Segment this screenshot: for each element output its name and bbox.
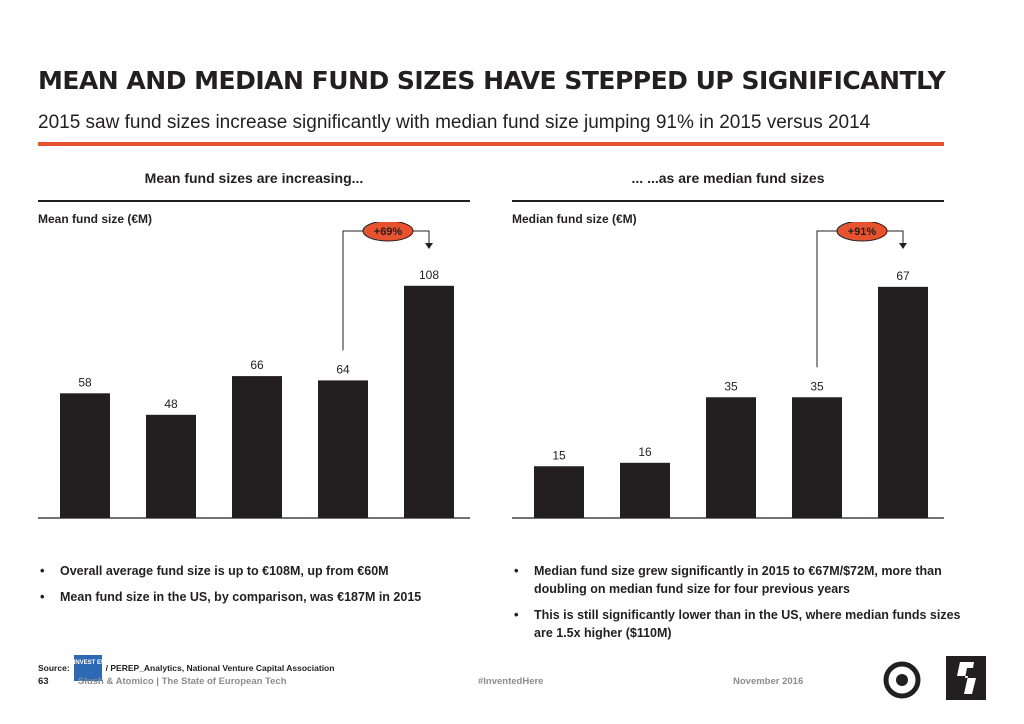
page-title: MEAN AND MEDIAN FUND SIZES HAVE STEPPED …: [38, 66, 946, 95]
source-line: Source: INVEST EUROPE / PEREP_Analytics,…: [38, 655, 334, 681]
median-panel: ... ...as are median fund sizes Median f…: [512, 170, 944, 530]
mean-axis-label: Mean fund size (€M): [38, 212, 153, 226]
mean-fund-size-chart: 58 2011 48 2012 66 2013 64 2014 108 2015 +69%: [38, 222, 470, 530]
atomico-logo-icon: [883, 661, 921, 699]
tick-label-2015: 2015: [416, 529, 443, 530]
mean-heading-rule: [38, 200, 470, 202]
data-label-2015: 67: [896, 269, 910, 283]
source-text: / PEREP_Analytics, National Venture Capi…: [105, 663, 335, 673]
bar-2015: [878, 286, 928, 518]
growth-badge: [836, 222, 888, 242]
tick-label-2014: 2014: [804, 529, 831, 530]
footer-hashtag: #InventedHere: [478, 676, 544, 687]
bar-2013: [232, 376, 282, 518]
invest-europe-logo: INVEST EUROPE: [73, 655, 122, 681]
bullet-text: Overall average fund size is up to €108M…: [60, 564, 389, 578]
bar-2013: [706, 397, 756, 518]
tick-label-2012: 2012: [158, 529, 185, 530]
bullet-item: • Median fund size grew significantly in …: [514, 563, 942, 596]
page-subtitle: 2015 saw fund sizes increase significant…: [38, 112, 871, 133]
data-label-2014: 35: [810, 379, 824, 393]
bullet-item: • Overall average fund size is up to €108…: [40, 563, 389, 578]
bar-2015: [404, 285, 454, 518]
bullet-item: • This is still significantly lower than …: [514, 607, 961, 640]
growth-arrow-icon: [425, 243, 433, 249]
data-label-2014: 64: [336, 362, 350, 376]
footer-date: November 2016: [733, 676, 804, 687]
bullet-text: This is still significantly lower than i…: [534, 608, 961, 640]
growth-badge-label: +69%: [374, 226, 403, 238]
bullet-text: Median fund size grew significantly in 2…: [534, 564, 942, 596]
tick-label-2015: 2015: [890, 529, 917, 530]
data-label-2011: 58: [78, 375, 92, 389]
growth-badge: [362, 222, 414, 242]
tick-label-2011: 2011: [72, 529, 98, 530]
tick-label-2012: 2012: [632, 529, 659, 530]
bar-2012: [146, 414, 196, 518]
growth-arrow-icon: [899, 243, 907, 249]
median-fund-size-chart: 15 2011 16 2012 35 2013 35 2014 67 2015 +91%: [512, 222, 944, 530]
data-label-2015: 108: [419, 268, 439, 282]
bar-2014: [318, 380, 368, 518]
median-bullet-list: • Median fund size grew significantly in …: [512, 562, 962, 650]
growth-badge-label: +91%: [848, 226, 877, 238]
bullet-text: Mean fund size in the US, by comparison,…: [60, 590, 422, 604]
tick-label-2011: 2011: [546, 529, 572, 530]
slush-logo-icon: [946, 656, 986, 700]
bar-2011: [60, 393, 110, 518]
page-number: 63: [38, 676, 49, 687]
median-heading: ... ...as are median fund sizes: [631, 170, 825, 186]
bullet-item: • Mean fund size in the US, by comparison…: [40, 589, 422, 604]
bar-2014: [792, 397, 842, 518]
mean-heading: Mean fund sizes are increasing...: [144, 170, 364, 186]
bar-2011: [534, 466, 584, 518]
title-divider: [38, 142, 944, 146]
tick-label-2013: 2013: [718, 529, 745, 530]
data-label-2012: 48: [164, 397, 178, 411]
source-label: Source:: [38, 663, 70, 673]
data-label-2013: 66: [250, 358, 264, 372]
data-label-2011: 15: [552, 448, 566, 462]
data-label-2013: 35: [724, 379, 738, 393]
footer-report-title: Slush & Atomico | The State of European …: [78, 676, 287, 687]
bar-2012: [620, 462, 670, 518]
tick-label-2013: 2013: [244, 529, 271, 530]
mean-bullet-list: • Overall average fund size is up to €108…: [38, 562, 478, 614]
median-axis-label: Median fund size (€M): [512, 212, 637, 226]
tick-label-2014: 2014: [330, 529, 357, 530]
mean-panel: Mean fund sizes are increasing... Mean f…: [38, 170, 470, 530]
data-label-2012: 16: [638, 445, 652, 459]
median-heading-rule: [512, 200, 944, 202]
